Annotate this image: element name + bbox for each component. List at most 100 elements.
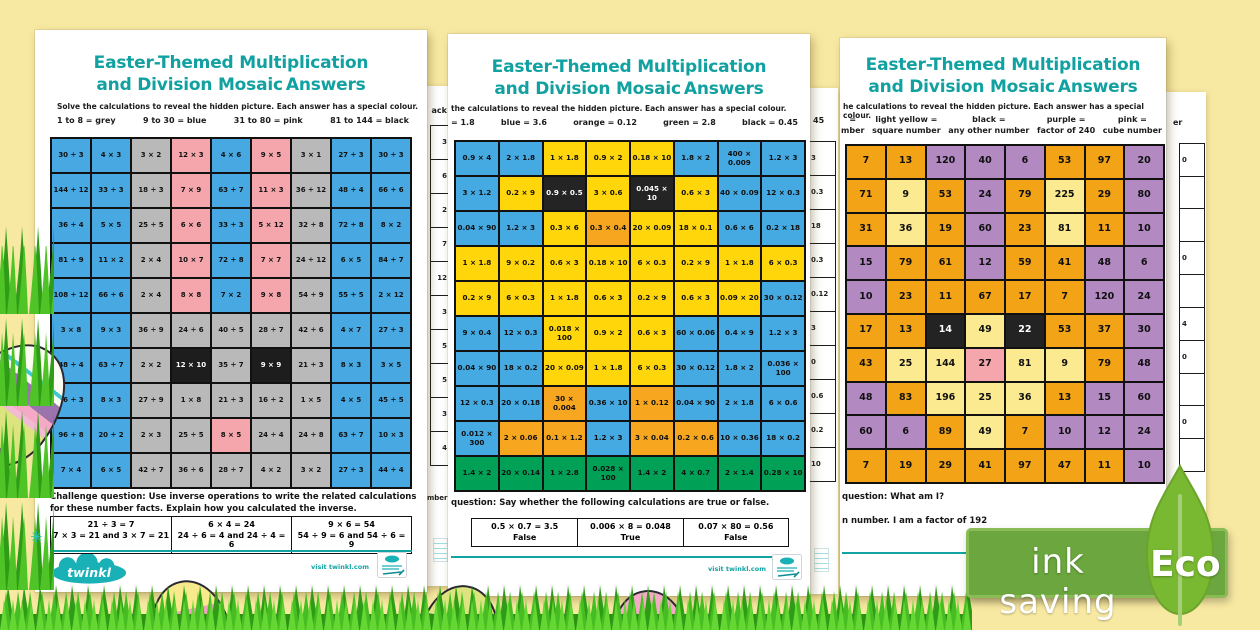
- grid-cell: 196: [925, 381, 966, 416]
- grid-cell: 7 × 7: [251, 243, 291, 278]
- grid-cell: 12 × 0.3: [761, 176, 805, 211]
- grid-cell: 66 ÷ 6: [91, 278, 131, 313]
- grid-cell: 3 × 0.6: [586, 176, 630, 211]
- grid-cell: 41: [1044, 246, 1085, 281]
- grid-cell: 11 × 3: [251, 173, 291, 208]
- grid-cell: 3 × 0.04: [630, 421, 674, 456]
- sliver-cell: [1179, 372, 1205, 407]
- mosaic-grid: 7 13 120 40 6 53 97 20 71 9 53 24 79 225 29 80 31 36 19 60 2…: [845, 144, 1165, 484]
- grid-cell: 7: [1044, 280, 1085, 314]
- grid-cell: 0.028 × 100: [586, 456, 630, 491]
- sliver-cell-column: 3 6 2 7 12 3 5 5 3 4: [430, 124, 450, 466]
- key-item: black = 0.45: [742, 118, 798, 127]
- grid-cell: 36 ÷ 9: [131, 313, 171, 348]
- key-item: 1 to 8 = grey: [57, 116, 116, 125]
- page-title: Easter-Themed Multiplication and Divisio…: [865, 55, 1141, 98]
- grid-cell: 12 × 0.3: [455, 386, 499, 421]
- grid-cell: 1.4 × 2: [455, 456, 499, 491]
- grid-cell: 42 ÷ 6: [291, 313, 331, 348]
- grid-cell: 40 ÷ 5: [211, 313, 251, 348]
- grid-cell: 59: [1005, 246, 1045, 281]
- grid-cell: 0.04 × 90: [455, 211, 499, 246]
- grid-cell: 84 ÷ 7: [371, 243, 411, 278]
- grid-cell: 9 × 8: [251, 278, 291, 313]
- question-sheet-edge-1: ack 3 6 2 7 12 3 5 5 3 4 mber: [426, 86, 450, 586]
- grid-cell: 6 × 0.3: [630, 246, 674, 281]
- grid-cell: 12 × 10: [171, 348, 211, 383]
- grid-cell: 0.6 × 3: [630, 316, 674, 351]
- sliver-cell: 0: [809, 344, 836, 380]
- grid-cell: 1 × 5: [291, 383, 331, 418]
- grid-cell: 31: [846, 212, 886, 247]
- grid-cell: 0.36 × 10: [586, 386, 630, 421]
- grid-cell: 1 × 0.12: [630, 386, 674, 421]
- table-cell: 6 × 4 = 24 24 ÷ 6 = 4 and 24 ÷ 4 = 6: [171, 517, 291, 553]
- grid-cell: 60: [846, 415, 886, 450]
- grid-cell: 25 ÷ 5: [131, 208, 171, 243]
- grid-cell: 48: [1124, 347, 1164, 382]
- key-item: 31 to 80 = pink: [233, 116, 303, 125]
- grid-cell: 53: [925, 178, 966, 213]
- grid-cell: 0.9 × 2: [586, 316, 630, 351]
- grid-cell: 1 × 1.8: [586, 351, 630, 386]
- grid-cell: 0.28 × 10: [761, 456, 805, 491]
- grid-cell: 30 × 0.12: [761, 281, 805, 316]
- grid-cell: 0.6 × 3: [542, 246, 587, 281]
- grid-cell: 2 × 1.8: [717, 386, 762, 421]
- grid-cell: 37: [1084, 313, 1125, 348]
- grid-cell: 4 × 7: [331, 313, 371, 348]
- sliver-partial-text: 45: [813, 116, 825, 125]
- grid-cell: 81: [1005, 347, 1045, 382]
- footer-divider: [451, 556, 798, 558]
- sliver-cell-column: 3 0.3 18 0.3 0.12 3 0 0.6 0.2 10: [809, 140, 836, 482]
- grid-cell: 1 × 1.8: [542, 281, 587, 316]
- grid-cell: 60: [965, 212, 1005, 247]
- grid-cell: 0.4 × 9: [717, 316, 762, 351]
- grid-cell: 25: [885, 347, 926, 382]
- grid-cell: 97: [1005, 449, 1045, 483]
- grid-cell: 0.04 × 90: [455, 351, 499, 386]
- grid-cell: 83: [885, 381, 926, 416]
- grid-cell: 144: [925, 347, 966, 382]
- grid-cell: 33 ÷ 3: [91, 173, 131, 208]
- grid-cell: 11 × 2: [91, 243, 131, 278]
- sliver-cell: 10: [809, 446, 836, 482]
- grid-cell: 63 ÷ 7: [331, 418, 371, 453]
- grid-cell: 19: [885, 449, 926, 483]
- grid-cell: 0.2 × 9: [498, 176, 543, 211]
- grid-cell: 1.2 × 3: [586, 421, 630, 456]
- grid-cell: 79: [1005, 178, 1045, 213]
- grid-cell: 71: [846, 178, 886, 213]
- grid-cell: 4 × 0.7: [673, 456, 718, 491]
- grid-cell: 9 × 3: [91, 313, 131, 348]
- sliver-partial-text: mber: [427, 494, 448, 502]
- grid-cell: 67: [965, 280, 1005, 314]
- grid-cell: 144 ÷ 12: [51, 173, 91, 208]
- grid-cell: 81 ÷ 9: [51, 243, 91, 278]
- grid-cell: 18 ÷ 3: [131, 173, 171, 208]
- sliver-cell: 3: [809, 140, 836, 176]
- grid-cell: 49: [965, 415, 1005, 450]
- twinkl-quality-badge-icon: [433, 538, 448, 562]
- grid-cell: 21 ÷ 3: [211, 383, 251, 418]
- grid-cell: 4 × 2: [251, 453, 291, 488]
- grid-cell: 8 × 8: [171, 278, 211, 313]
- grid-cell: 41: [965, 449, 1005, 483]
- grid-cell: 1 × 1.8: [455, 246, 499, 281]
- grid-cell: 97: [1084, 145, 1125, 179]
- grid-cell: 9 × 0.2: [498, 246, 543, 281]
- grid-cell: 1 × 1.8: [717, 246, 762, 281]
- worksheet-page-3: Easter-Themed Multiplication and Divisio…: [840, 38, 1166, 596]
- grid-cell: 1.8 × 2: [673, 141, 718, 176]
- key-item: = mber: [841, 115, 865, 136]
- eco-label: Eco: [1150, 544, 1221, 585]
- grid-cell: 79: [885, 246, 926, 281]
- table-cell: 0.07 × 80 = 0.56 False: [682, 519, 788, 546]
- grid-cell: 53: [1044, 145, 1085, 179]
- sliver-cell: [1179, 274, 1205, 309]
- grid-cell: 10: [1124, 212, 1164, 247]
- grid-cell: 0.2 × 18: [761, 211, 805, 246]
- grid-cell: 12: [1084, 415, 1125, 450]
- grid-cell: 49: [965, 313, 1005, 348]
